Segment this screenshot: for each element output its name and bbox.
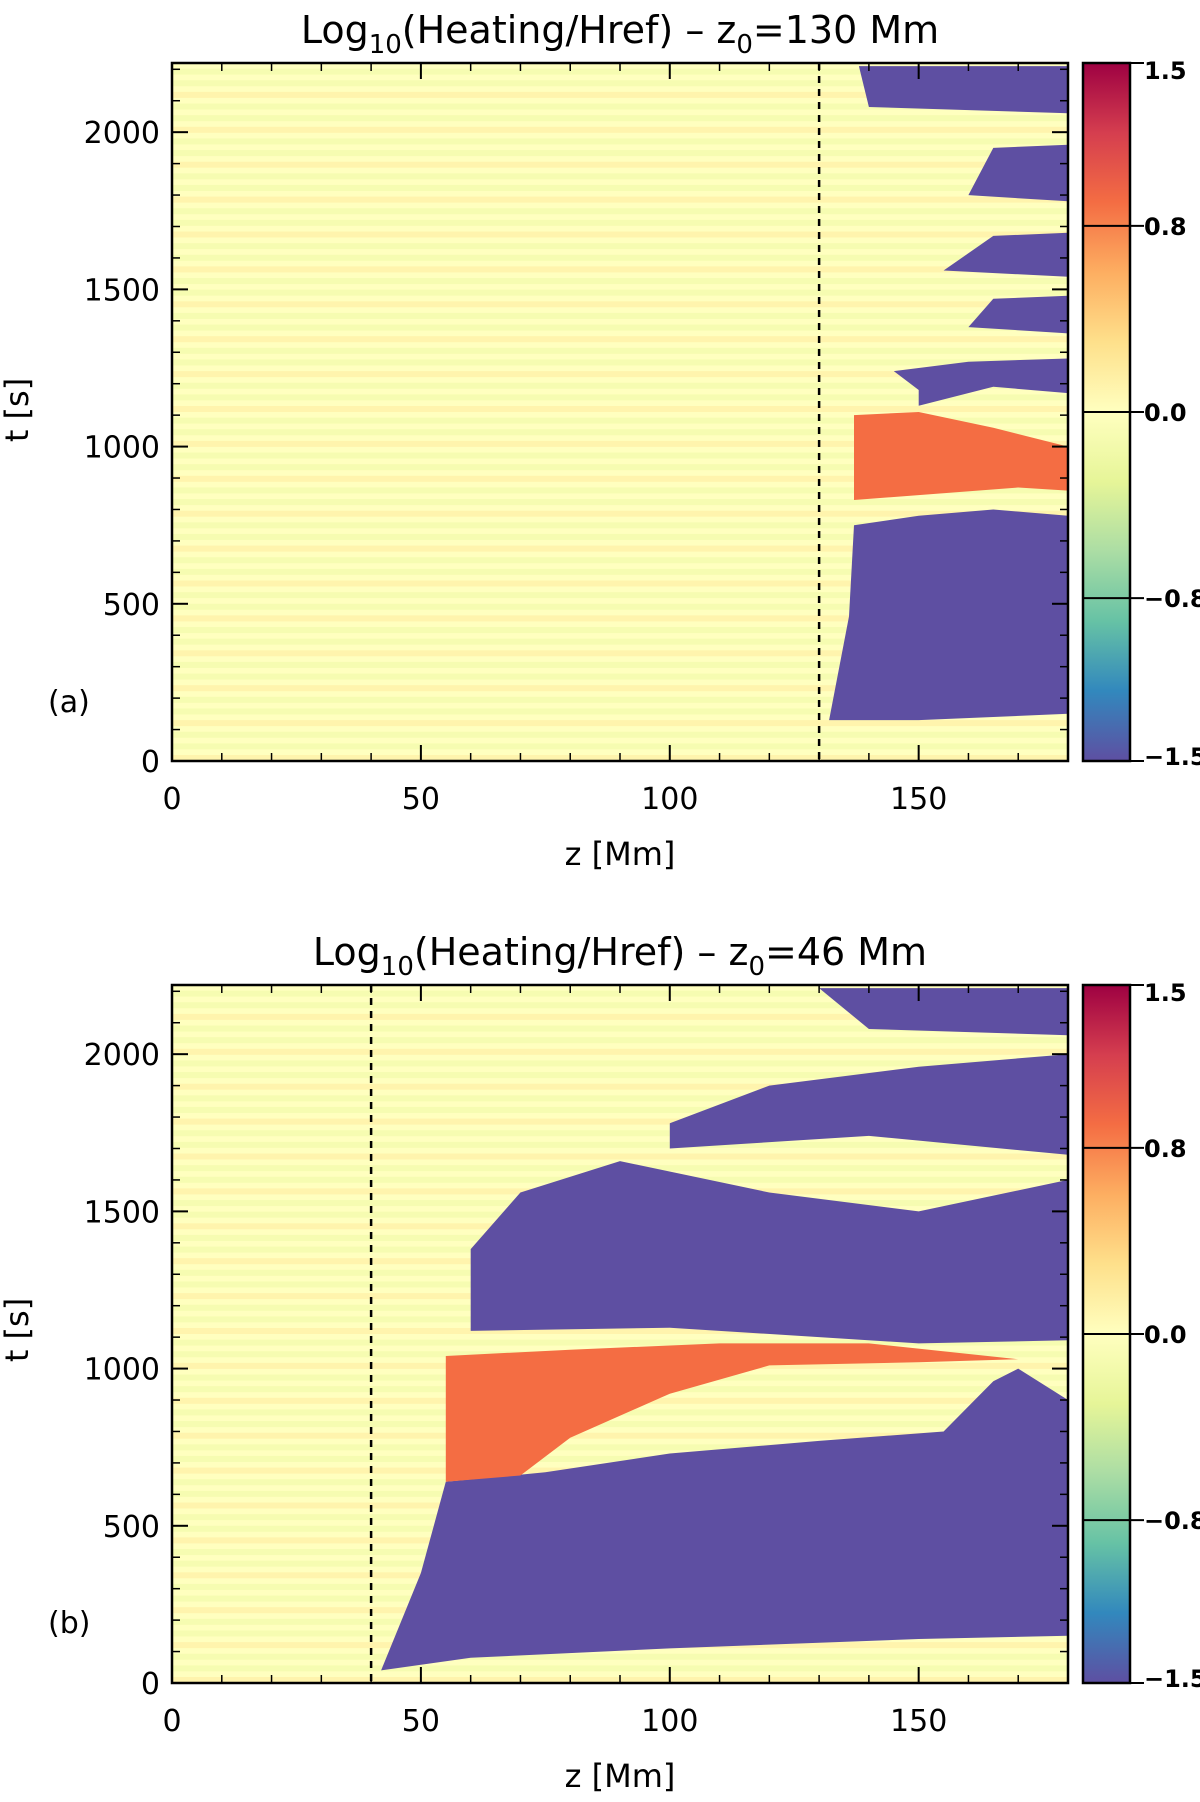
colorbar-tick-label: 0.8 [1144, 213, 1187, 241]
texture-band [172, 348, 1068, 354]
heatmap-region [829, 510, 1068, 721]
colorbar-tick-label: 0.8 [1144, 1135, 1187, 1163]
texture-band [172, 138, 1068, 144]
x-tick-label: 100 [641, 782, 698, 817]
title-b: Log10(Heating/Href) – z0=46 Mm [313, 930, 927, 982]
texture-band [172, 1154, 1068, 1160]
y-tick-label: 500 [103, 1510, 160, 1545]
xlabel-a: z [Mm] [565, 835, 676, 873]
colorbar-tick-label: 1.5 [1144, 979, 1187, 1007]
texture-band [172, 173, 1068, 179]
x-tick-label: 150 [890, 782, 947, 817]
y-tick-label: 500 [103, 588, 160, 623]
colorbar-tick-label: −1.5 [1144, 1665, 1200, 1693]
colorbar-tick-label: −0.8 [1144, 585, 1200, 613]
colorbar-tick-label: 0.0 [1144, 399, 1187, 427]
texture-band [172, 127, 1068, 133]
y-tick-label: 1500 [84, 273, 160, 308]
y-tick-label: 0 [141, 1667, 160, 1702]
panel-label-b: (b) [48, 1606, 90, 1641]
texture-band [172, 220, 1068, 226]
texture-band [172, 232, 1068, 238]
texture-band [172, 197, 1068, 203]
x-tick-label: 150 [890, 1704, 947, 1739]
texture-band [172, 278, 1068, 284]
texture-band [172, 359, 1068, 365]
texture-band [172, 162, 1068, 168]
texture-band [172, 255, 1068, 261]
texture-band [172, 150, 1068, 156]
texture-band [172, 313, 1068, 319]
texture-band [172, 301, 1068, 307]
y-tick-label: 2000 [84, 116, 160, 151]
texture-band [172, 185, 1068, 191]
texture-band [172, 1654, 1068, 1660]
texture-band [172, 1049, 1068, 1055]
x-tick-label: 0 [162, 782, 181, 817]
texture-band [172, 406, 1068, 412]
texture-band [172, 336, 1068, 342]
texture-band [172, 290, 1068, 296]
texture-band [172, 732, 1068, 738]
y-tick-label: 1500 [84, 1195, 160, 1230]
texture-band [172, 325, 1068, 331]
texture-band [172, 115, 1068, 121]
heatmap-region [859, 66, 1068, 113]
x-tick-label: 100 [641, 1704, 698, 1739]
colorbar-tick-label: 0.0 [1144, 1321, 1187, 1349]
x-tick-label: 50 [402, 782, 440, 817]
texture-band [172, 1665, 1068, 1671]
texture-band [172, 208, 1068, 214]
texture-band [172, 743, 1068, 749]
x-tick-label: 50 [402, 1704, 440, 1739]
xlabel-b: z [Mm] [565, 1757, 676, 1795]
panel-b: Log10(Heating/Href) – z0=46 Mm t [s] z [… [0, 930, 1200, 1795]
ylabel-a: t [s] [0, 378, 36, 442]
colorbar-tick-label: 1.5 [1144, 57, 1187, 85]
y-tick-label: 1000 [84, 1353, 160, 1388]
texture-band [172, 499, 1068, 505]
texture-band [172, 720, 1068, 726]
colorbar-tick-label: −1.5 [1144, 743, 1200, 771]
panel-a: Log10(Heating/Href) – z0=130 Mm t [s] z … [0, 8, 1200, 873]
ylabel-b: t [s] [0, 1298, 36, 1362]
colorbar-tick-label: −0.8 [1144, 1507, 1200, 1535]
heatmap-field [172, 985, 1068, 1683]
y-tick-label: 2000 [84, 1038, 160, 1073]
texture-band [172, 1142, 1068, 1148]
heatmap-field [172, 63, 1068, 761]
y-tick-label: 1000 [84, 431, 160, 466]
title-a: Log10(Heating/Href) – z0=130 Mm [301, 8, 939, 60]
texture-band [172, 1037, 1068, 1043]
x-tick-label: 0 [162, 1704, 181, 1739]
y-tick-label: 0 [141, 745, 160, 780]
texture-band [172, 1421, 1068, 1427]
texture-band [172, 266, 1068, 272]
panel-label-a: (a) [48, 685, 90, 720]
texture-band [172, 243, 1068, 249]
